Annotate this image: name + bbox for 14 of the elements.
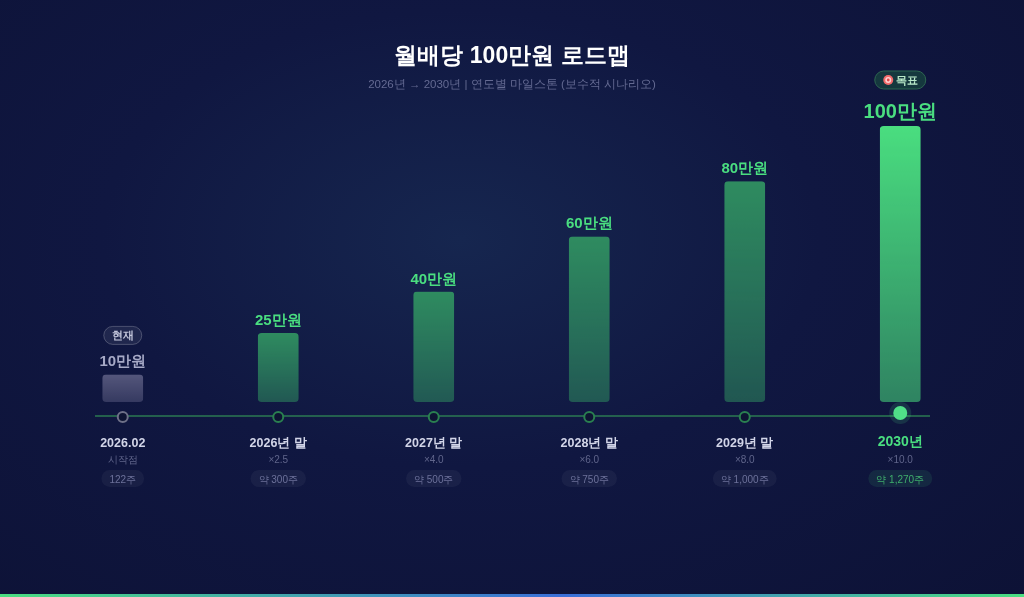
- note: 시작점: [107, 454, 138, 465]
- note: ×10.0: [887, 454, 913, 465]
- note: 약 1,000주: [720, 473, 769, 485]
- subtitle: 2026년 → 2030년 | 연도별 마일스톤 (보수적 시나리오): [368, 78, 656, 90]
- title: 월배당 100만원 로드맵: [394, 42, 630, 68]
- note: 약 300주: [258, 473, 298, 485]
- note: 약 750주: [569, 473, 609, 485]
- note: ×6.0: [579, 454, 600, 465]
- note: ×2.5: [268, 454, 289, 465]
- note: ×8.0: [734, 454, 755, 465]
- note: 122주: [109, 473, 137, 485]
- note: ×4.0: [423, 454, 444, 465]
- note: 약 1,270주: [876, 473, 925, 485]
- note: 약 500주: [414, 473, 454, 485]
